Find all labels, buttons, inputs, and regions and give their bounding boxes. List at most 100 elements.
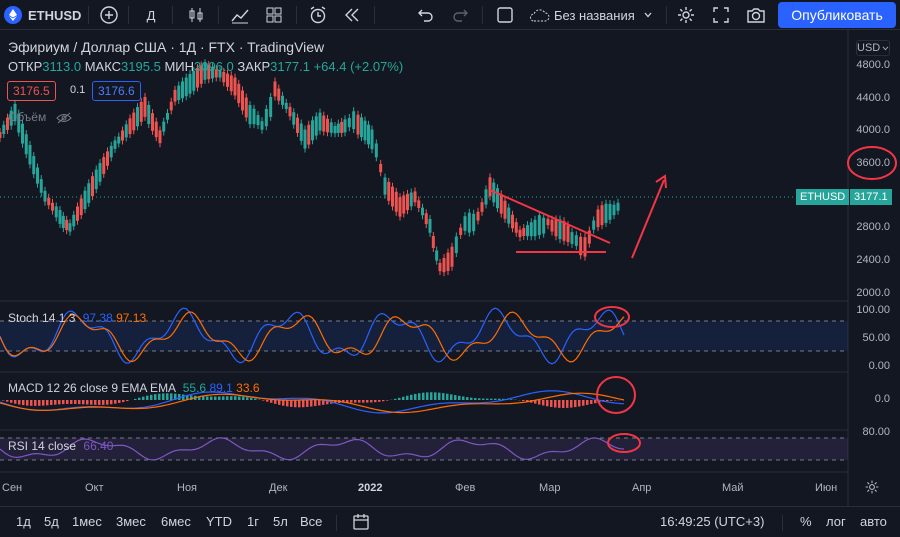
- macd-bar: [102, 400, 105, 405]
- divider: [782, 515, 783, 531]
- candle-body: [587, 230, 591, 244]
- price-tick: 2800.0: [856, 221, 890, 233]
- macd-bar: [146, 395, 149, 400]
- candle-body: [218, 70, 222, 78]
- grid-icon: [266, 7, 282, 23]
- candle-body: [507, 207, 511, 224]
- high-value: 3195.5: [121, 59, 161, 74]
- candle-body: [307, 124, 311, 145]
- log-toggle[interactable]: лог: [826, 514, 846, 529]
- chart-type-button[interactable]: [184, 3, 208, 27]
- range-1y[interactable]: 1г: [247, 514, 259, 529]
- macd-bar: [418, 393, 421, 400]
- candle-body: [608, 203, 612, 220]
- candle-body: [511, 214, 514, 229]
- candle-body: [79, 198, 83, 216]
- candle-body: [340, 121, 344, 134]
- candle-body: [467, 212, 471, 233]
- macd-bar: [266, 400, 269, 402]
- range-3m[interactable]: 3мес: [116, 514, 146, 529]
- price-chart[interactable]: [0, 30, 900, 506]
- percent-toggle[interactable]: %: [800, 514, 812, 529]
- templates-button[interactable]: [262, 3, 286, 27]
- open-label: ОТКР: [8, 59, 43, 74]
- range-all[interactable]: Все: [300, 514, 323, 529]
- interval-button[interactable]: Д: [146, 7, 156, 23]
- clock[interactable]: 16:49:25 (UTC+3): [660, 514, 765, 529]
- symbol-search[interactable]: ETHUSD: [4, 3, 96, 27]
- macd-bar: [42, 400, 45, 406]
- divider: [172, 6, 173, 24]
- macd-bar: [138, 397, 141, 400]
- macd-bar: [550, 400, 553, 407]
- time-axis-settings-button[interactable]: [864, 479, 880, 500]
- compare-add-button[interactable]: [97, 3, 121, 27]
- candle-body: [570, 232, 574, 244]
- macd-bar: [66, 400, 69, 404]
- macd-bar: [526, 400, 529, 402]
- fullscreen-chart-button[interactable]: [494, 3, 516, 27]
- stoch-tick: 50.00: [862, 332, 890, 344]
- macd-bar: [274, 400, 277, 404]
- snapshot-button[interactable]: [744, 3, 768, 27]
- candle-body: [542, 217, 546, 234]
- layout-menu[interactable]: Без названия: [528, 3, 662, 27]
- candle-body: [360, 117, 363, 138]
- macd-bar: [426, 392, 429, 400]
- candle-body: [13, 103, 17, 122]
- undo-button[interactable]: [414, 3, 438, 27]
- macd-bar: [78, 400, 81, 405]
- range-ytd[interactable]: YTD: [206, 514, 232, 529]
- macd-bar: [290, 400, 293, 407]
- fullscreen-button[interactable]: [710, 3, 732, 27]
- eye-off-icon[interactable]: [55, 112, 72, 124]
- plus-circle-icon: [100, 6, 118, 24]
- range-6m[interactable]: 6мес: [161, 514, 191, 529]
- macd-bar: [322, 400, 325, 405]
- candle-body: [248, 105, 252, 125]
- volume-legend: Объём: [8, 110, 72, 124]
- macd-bar: [486, 398, 489, 400]
- range-1d[interactable]: 1д: [16, 514, 31, 529]
- redo-button[interactable]: [448, 3, 472, 27]
- candle-body: [326, 118, 329, 133]
- macd-bar: [202, 396, 205, 400]
- replay-button[interactable]: [340, 3, 364, 27]
- macd-bar: [310, 400, 313, 407]
- candle-body: [199, 65, 203, 84]
- publish-button[interactable]: Опубликовать: [778, 2, 896, 28]
- top-toolbar: ETHUSD Д Без названия: [0, 0, 900, 30]
- auto-toggle[interactable]: авто: [860, 514, 887, 529]
- range-5d[interactable]: 5д: [44, 514, 59, 529]
- settings-button[interactable]: [675, 3, 697, 27]
- macd-bar: [106, 400, 109, 405]
- macd-bar: [482, 398, 485, 400]
- price-tick: 2000.0: [856, 287, 890, 299]
- buy-price-button[interactable]: 3176.6: [92, 81, 141, 101]
- indicators-button[interactable]: [228, 3, 252, 27]
- candle-body: [181, 81, 184, 99]
- time-tick: 2022: [358, 482, 383, 494]
- candle-body: [94, 169, 98, 190]
- sell-price-button[interactable]: 3176.5: [7, 81, 56, 101]
- alert-button[interactable]: [306, 3, 330, 27]
- rewind-icon: [345, 8, 359, 22]
- stoch-k-value: 97.38: [82, 311, 113, 325]
- candle-body: [394, 191, 398, 212]
- currency-selector[interactable]: USD: [856, 40, 890, 56]
- candle-body: [546, 218, 550, 226]
- stoch-label: Stoch 14 1 3: [8, 311, 76, 325]
- macd-bar: [182, 394, 185, 400]
- symbol-name: ETHUSD: [28, 7, 82, 23]
- candle-body: [241, 90, 244, 111]
- macd-bar: [450, 394, 453, 400]
- candle-body: [318, 112, 322, 131]
- candle-body: [370, 129, 374, 150]
- range-1m[interactable]: 1мес: [72, 514, 102, 529]
- candle-body: [147, 104, 151, 125]
- candle-body: [264, 108, 268, 127]
- date-range-button[interactable]: [352, 513, 370, 534]
- candle-body: [260, 121, 264, 130]
- range-5y[interactable]: 5л: [273, 514, 288, 529]
- candle-body: [446, 252, 450, 271]
